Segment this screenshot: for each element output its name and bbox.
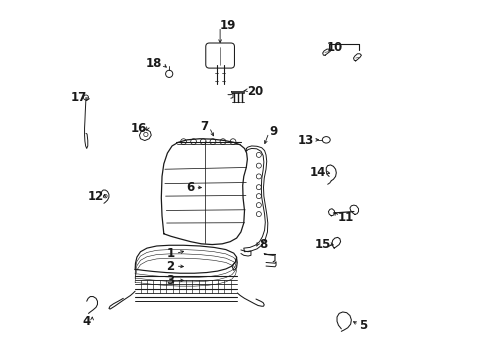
Text: 8: 8 xyxy=(258,238,266,251)
Text: 5: 5 xyxy=(359,319,367,332)
Text: 15: 15 xyxy=(314,238,330,251)
Text: 19: 19 xyxy=(219,19,235,32)
Text: 7: 7 xyxy=(200,120,208,133)
Text: 18: 18 xyxy=(145,57,162,70)
Text: 6: 6 xyxy=(185,181,194,194)
Text: 20: 20 xyxy=(247,85,263,98)
Text: 16: 16 xyxy=(130,122,147,135)
Text: 13: 13 xyxy=(298,134,314,147)
Text: 2: 2 xyxy=(166,260,174,273)
Text: 4: 4 xyxy=(82,315,91,328)
Text: 10: 10 xyxy=(326,41,343,54)
Text: 14: 14 xyxy=(309,166,325,179)
Text: 11: 11 xyxy=(337,211,353,224)
Text: 3: 3 xyxy=(166,274,174,287)
Text: 17: 17 xyxy=(71,91,87,104)
Text: 12: 12 xyxy=(87,190,104,203)
Text: 1: 1 xyxy=(166,247,174,260)
Text: 9: 9 xyxy=(269,125,277,138)
